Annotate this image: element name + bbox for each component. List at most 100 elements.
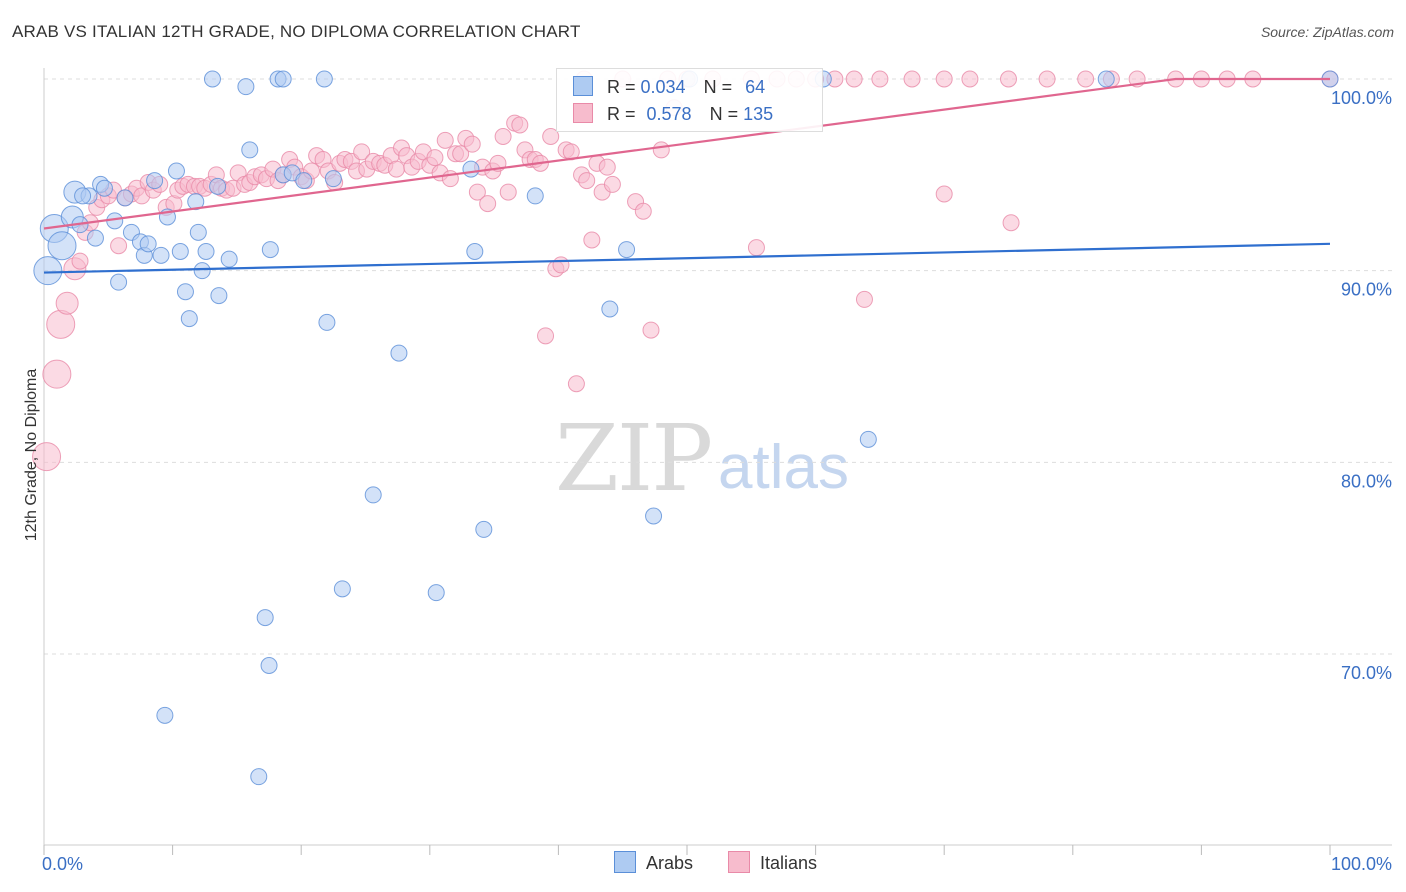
arabs-point	[197, 243, 215, 260]
italians-point	[542, 128, 560, 145]
italians-point	[855, 290, 873, 308]
arabs-point	[47, 231, 77, 261]
italians-point	[578, 172, 596, 190]
italians-point	[436, 131, 454, 149]
arabs-point	[74, 187, 92, 205]
arabs-point	[260, 657, 278, 674]
legend-italians-label: Italians	[760, 853, 818, 873]
italians-point	[452, 145, 470, 163]
correlation-legend: R = 0.034 N = 64 R = 0.578 N = 135	[556, 68, 823, 132]
grid-lines	[44, 78, 1392, 655]
italians-point	[426, 149, 444, 167]
italians-point	[42, 359, 72, 389]
y-tick-label: 90.0%	[1341, 280, 1392, 300]
italians-point	[1000, 70, 1017, 88]
chart-source: Source: ZipAtlas.com	[1260, 24, 1394, 40]
arabs-point	[146, 172, 164, 190]
watermark-atlas: atlas	[718, 433, 849, 502]
italians-point	[479, 195, 497, 213]
italians-point	[468, 183, 486, 201]
arabs-point	[95, 179, 113, 197]
arabs-n-value: 64	[745, 77, 766, 97]
x-tick-label-min: 0.0%	[42, 854, 83, 874]
italians-point	[598, 158, 616, 176]
arabs-point	[116, 189, 134, 207]
arabs-r-value: 0.034	[640, 77, 686, 97]
italians-point	[46, 309, 76, 339]
italians-n-value: 135	[743, 104, 774, 124]
arabs-swatch	[573, 76, 593, 96]
arabs-point	[859, 430, 877, 448]
y-axis-label: 12th Grade, No Diploma	[23, 368, 40, 542]
italians-point	[55, 291, 79, 315]
arabs-point	[1097, 70, 1115, 88]
italians-point	[603, 175, 621, 193]
arabs-point	[167, 162, 185, 180]
arabs-point	[241, 141, 259, 159]
watermark-zip: ZIP	[555, 405, 713, 512]
arabs-point	[256, 609, 274, 627]
italians-point	[1077, 70, 1095, 88]
italians-point	[652, 141, 670, 159]
legend-arabs-label: Arabs	[646, 853, 694, 873]
legend-italians-swatch	[728, 851, 750, 873]
y-tick-label: 100.0%	[1331, 88, 1392, 108]
arabs-point	[139, 235, 157, 253]
italians-point	[634, 202, 652, 220]
arabs-point	[318, 313, 336, 331]
arabs-point	[180, 310, 198, 328]
arabs-point	[427, 584, 445, 602]
arabs-point	[250, 768, 268, 786]
arabs-point	[176, 283, 194, 301]
legend-row-arabs: R = 0.034 N = 64	[573, 76, 765, 98]
arabs-point	[33, 256, 63, 286]
arabs-trend-line	[43, 242, 1331, 274]
arabs-point	[333, 580, 351, 598]
italians-points	[32, 70, 1339, 472]
italians-point	[71, 252, 89, 270]
italians-point	[499, 183, 517, 201]
arabs-point	[466, 243, 484, 260]
chart-title: ARAB VS ITALIAN 12TH GRADE, NO DIPLOMA C…	[12, 22, 581, 41]
italians-point	[511, 116, 529, 134]
italians-point	[583, 231, 601, 249]
arabs-point	[475, 520, 493, 538]
italians-r-label: R =	[607, 104, 641, 124]
arabs-points	[33, 70, 1339, 786]
arabs-point	[86, 229, 104, 247]
italians-point	[747, 239, 765, 257]
arabs-point	[110, 273, 128, 291]
arabs-point	[203, 70, 221, 88]
italians-point	[110, 237, 128, 255]
italians-point	[642, 321, 660, 339]
arabs-point	[390, 344, 408, 362]
italians-swatch	[573, 103, 593, 123]
arabs-point	[324, 170, 342, 188]
arabs-point	[156, 706, 174, 724]
y-tick-label: 70.0%	[1341, 663, 1392, 683]
italians-point	[871, 70, 889, 88]
legend-item-arabs: Arabs	[614, 851, 693, 874]
legend-row-italians: R = 0.578 N = 135	[573, 103, 773, 125]
italians-point	[353, 143, 371, 161]
italians-r-value: 0.578	[646, 104, 692, 124]
arabs-point	[189, 223, 207, 241]
italians-point	[387, 160, 405, 178]
arabs-point	[261, 241, 279, 259]
arabs-r-label: R =	[607, 77, 641, 97]
legend-item-italians: Italians	[728, 851, 817, 874]
arabs-point	[618, 241, 636, 259]
arabs-point	[364, 486, 382, 504]
italians-n-label: N =	[709, 104, 744, 124]
italians-point	[1002, 214, 1020, 232]
italians-point	[494, 128, 512, 145]
x-tick-label-max: 100.0%	[1331, 854, 1392, 874]
arabs-n-label: N =	[703, 77, 738, 97]
italians-point	[463, 135, 481, 153]
tick-labels: 70.0% 80.0% 90.0% 100.0% 0.0% 100.0%	[42, 88, 1392, 874]
italians-point	[961, 70, 979, 88]
italians-point	[537, 327, 555, 345]
arabs-point	[193, 262, 211, 280]
italians-point	[935, 185, 953, 203]
